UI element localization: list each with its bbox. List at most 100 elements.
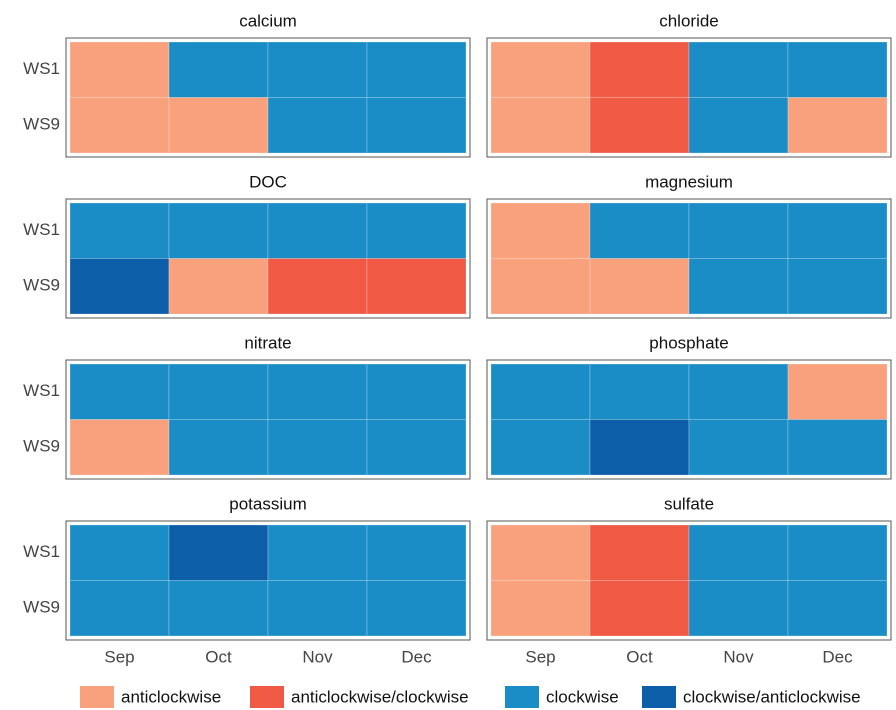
heat-cell bbox=[490, 363, 591, 420]
heat-cell bbox=[168, 202, 269, 259]
panel-border bbox=[486, 359, 892, 480]
heat-cell bbox=[69, 41, 170, 98]
x-tick-label: Oct bbox=[626, 647, 653, 666]
heat-cell bbox=[168, 41, 269, 98]
y-tick-label: WS1 bbox=[23, 542, 60, 561]
heat-cell bbox=[168, 258, 269, 315]
heat-cell bbox=[69, 258, 170, 315]
panel-border bbox=[65, 520, 471, 641]
heat-cell bbox=[267, 97, 368, 154]
heat-cell bbox=[589, 41, 690, 98]
legend-label: clockwise bbox=[546, 687, 619, 706]
heat-cell bbox=[267, 524, 368, 581]
heat-cell bbox=[490, 97, 591, 154]
heat-cell bbox=[589, 202, 690, 259]
y-tick-label: WS1 bbox=[23, 381, 60, 400]
heat-cell bbox=[688, 419, 789, 476]
heat-cell bbox=[490, 580, 591, 637]
legend-label: anticlockwise/clockwise bbox=[291, 687, 469, 706]
heat-cell bbox=[69, 419, 170, 476]
panel-border bbox=[65, 359, 471, 480]
heat-cell bbox=[267, 41, 368, 98]
heat-cell bbox=[688, 580, 789, 637]
heat-cell bbox=[490, 41, 591, 98]
heat-cell bbox=[267, 580, 368, 637]
heat-cell bbox=[688, 41, 789, 98]
x-tick-label: Dec bbox=[822, 647, 853, 666]
panel-title: sulfate bbox=[664, 494, 714, 513]
heat-cell bbox=[366, 202, 467, 259]
heat-cell bbox=[688, 97, 789, 154]
heat-cell bbox=[688, 258, 789, 315]
heat-cell bbox=[69, 97, 170, 154]
heat-cell bbox=[787, 202, 888, 259]
heat-cell bbox=[267, 202, 368, 259]
heat-cell bbox=[366, 580, 467, 637]
heat-cell bbox=[168, 363, 269, 420]
heat-cell bbox=[366, 524, 467, 581]
heat-cell bbox=[168, 97, 269, 154]
heat-cell bbox=[688, 363, 789, 420]
y-tick-label: WS1 bbox=[23, 59, 60, 78]
heat-cell bbox=[787, 97, 888, 154]
heat-cell bbox=[490, 258, 591, 315]
y-tick-label: WS9 bbox=[23, 276, 60, 295]
y-tick-label: WS9 bbox=[23, 437, 60, 456]
panel-title: potassium bbox=[229, 494, 306, 513]
heat-cell bbox=[490, 202, 591, 259]
panel-border bbox=[486, 520, 892, 641]
legend-swatch bbox=[80, 686, 114, 708]
heat-cell bbox=[589, 258, 690, 315]
legend-swatch bbox=[505, 686, 539, 708]
panel-title: calcium bbox=[239, 11, 297, 30]
panel-title: DOC bbox=[249, 172, 287, 191]
legend-swatch bbox=[250, 686, 284, 708]
panel-title: phosphate bbox=[649, 333, 728, 352]
heat-cell bbox=[490, 524, 591, 581]
heat-cell bbox=[589, 524, 690, 581]
heat-cell bbox=[267, 363, 368, 420]
heat-cell bbox=[688, 524, 789, 581]
panel-title: magnesium bbox=[645, 172, 733, 191]
panel-border bbox=[65, 198, 471, 319]
heat-cell bbox=[787, 524, 888, 581]
heat-cell bbox=[589, 97, 690, 154]
heat-cell bbox=[787, 419, 888, 476]
heat-cell bbox=[787, 258, 888, 315]
heat-cell bbox=[589, 363, 690, 420]
heat-cell bbox=[787, 41, 888, 98]
heat-cell bbox=[267, 419, 368, 476]
y-tick-label: WS1 bbox=[23, 220, 60, 239]
heat-cell bbox=[168, 524, 269, 581]
heat-cell bbox=[366, 258, 467, 315]
heat-cell bbox=[69, 580, 170, 637]
legend-label: clockwise/anticlockwise bbox=[683, 687, 861, 706]
heat-cell bbox=[787, 363, 888, 420]
heat-cell bbox=[69, 363, 170, 420]
heat-cell bbox=[69, 202, 170, 259]
x-tick-label: Oct bbox=[205, 647, 232, 666]
heat-cell bbox=[168, 419, 269, 476]
legend-label: anticlockwise bbox=[121, 687, 221, 706]
panel-border bbox=[65, 37, 471, 158]
panel-title: nitrate bbox=[244, 333, 291, 352]
legend-swatch bbox=[642, 686, 676, 708]
panel-border bbox=[486, 198, 892, 319]
x-tick-label: Sep bbox=[104, 647, 134, 666]
panel-title: chloride bbox=[659, 11, 719, 30]
heat-cell bbox=[688, 202, 789, 259]
heat-cell bbox=[267, 258, 368, 315]
x-tick-label: Sep bbox=[525, 647, 555, 666]
y-tick-label: WS9 bbox=[23, 115, 60, 134]
heat-cell bbox=[787, 580, 888, 637]
heat-cell bbox=[366, 97, 467, 154]
heat-cell bbox=[589, 419, 690, 476]
x-tick-label: Dec bbox=[401, 647, 432, 666]
heat-cell bbox=[589, 580, 690, 637]
heat-cell bbox=[168, 580, 269, 637]
heat-cell bbox=[366, 419, 467, 476]
heat-cell bbox=[490, 419, 591, 476]
y-tick-label: WS9 bbox=[23, 598, 60, 617]
x-tick-label: Nov bbox=[723, 647, 754, 666]
